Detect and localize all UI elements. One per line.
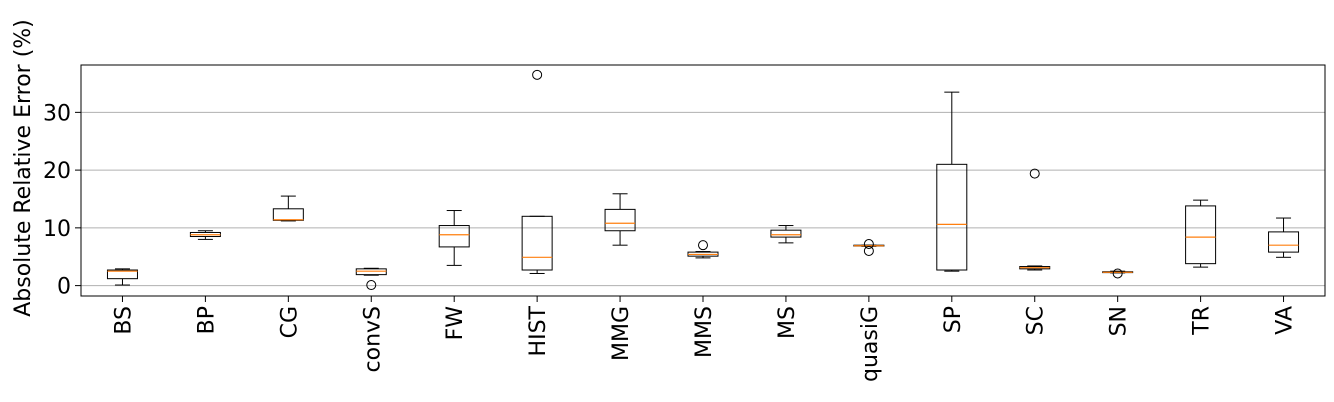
x-axis-ticks: BS BP CG convS FW HIST MMG MMS MS quasiG SP SC SN TR V… — [111, 296, 1298, 382]
box-SP — [936, 91, 968, 272]
y-tick-label: 20 — [43, 159, 71, 184]
y-axis-label: Absolute Relative Error (%) — [11, 19, 36, 317]
box-BS — [106, 268, 138, 286]
x-tick-label: SC — [1024, 306, 1049, 335]
outlier-point — [863, 245, 874, 256]
x-tick-label: MMS — [692, 306, 717, 358]
x-tick-label: SP — [941, 306, 966, 333]
iqr-box — [1268, 231, 1300, 253]
outlier-point — [366, 280, 377, 291]
outlier-point — [532, 69, 543, 80]
x-tick-label: MS — [775, 306, 800, 339]
box-SN — [1102, 268, 1134, 279]
y-tick-label: 30 — [43, 101, 71, 126]
iqr-box — [521, 215, 553, 271]
x-tick-label: BS — [111, 306, 136, 335]
box-HIST — [521, 69, 553, 274]
box-BP — [189, 230, 221, 240]
iqr-box — [272, 208, 304, 221]
plot-area-frame — [80, 64, 1326, 297]
iqr-box — [438, 225, 470, 248]
gridlines — [81, 111, 1325, 287]
box-TR — [1185, 199, 1217, 268]
x-tick-label: BP — [194, 306, 219, 334]
box-VA — [1268, 217, 1300, 258]
x-tick-label: SN — [1107, 306, 1132, 336]
iqr-box — [1185, 205, 1217, 265]
y-tick-label: 0 — [57, 275, 71, 300]
box-quasiG — [853, 239, 885, 256]
box-MS — [770, 225, 802, 244]
iqr-box — [770, 229, 802, 238]
box-convS — [355, 267, 387, 291]
y-axis-ticks: 0 10 20 30 — [43, 101, 81, 300]
x-tick-label: MMG — [609, 306, 634, 361]
x-tick-label: convS — [360, 306, 385, 372]
x-tick-label: CG — [277, 306, 302, 338]
iqr-box — [936, 163, 968, 271]
x-tick-label: FW — [443, 306, 468, 341]
outlier-point — [1029, 168, 1040, 179]
x-tick-label: TR — [1190, 306, 1215, 336]
box-CG — [272, 195, 304, 222]
box-SC — [1019, 168, 1051, 271]
box-MMS — [687, 240, 719, 259]
x-tick-label: VA — [1273, 306, 1298, 335]
y-tick-label: 10 — [43, 217, 71, 242]
iqr-box — [604, 208, 636, 232]
outlier-point — [863, 239, 874, 250]
outlier-point — [698, 240, 708, 251]
outlier-point — [1112, 268, 1123, 279]
x-tick-label: HIST — [526, 305, 551, 356]
box-FW — [438, 210, 470, 266]
box-MMG — [604, 193, 636, 246]
iqr-box — [106, 269, 138, 280]
boxes — [106, 69, 1300, 291]
x-tick-label: quasiG — [858, 306, 883, 382]
